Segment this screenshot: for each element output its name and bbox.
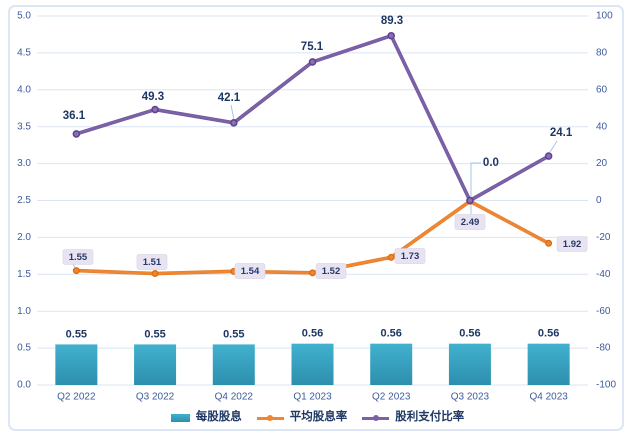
line-value-label-box bbox=[234, 263, 266, 279]
x-axis-category-label: Q4 2023 bbox=[529, 392, 568, 403]
bar bbox=[291, 343, 334, 385]
line-value-label: 1.54 bbox=[241, 266, 260, 277]
orange-line-swatch-icon bbox=[256, 414, 284, 422]
bar bbox=[527, 343, 570, 385]
left-axis-tick-label: 1.0 bbox=[17, 306, 31, 317]
orange-line-marker bbox=[151, 270, 159, 278]
line-value-label-box bbox=[315, 263, 347, 279]
line-value-label-box bbox=[454, 214, 486, 230]
bar-value-label: 0.55 bbox=[144, 328, 165, 340]
x-axis-category-label: Q4 2022 bbox=[215, 392, 254, 403]
left-axis-tick-label: 3.5 bbox=[17, 121, 31, 132]
legend-item-bar-series: 每股股息 bbox=[170, 411, 242, 424]
right-axis-tick-label: -100 bbox=[596, 380, 616, 391]
orange-line-marker bbox=[387, 253, 395, 261]
line-value-label: 49.3 bbox=[142, 91, 164, 103]
right-axis-tick-label: 100 bbox=[596, 11, 613, 22]
x-axis-category-label: Q3 2022 bbox=[136, 392, 175, 403]
left-axis-tick-label: 2.0 bbox=[17, 232, 31, 243]
left-axis-tick-label: 0.5 bbox=[17, 343, 31, 354]
bar-value-label: 0.56 bbox=[381, 328, 402, 340]
line-value-label: 75.1 bbox=[301, 41, 324, 53]
line-value-label-box bbox=[394, 248, 426, 264]
purple-line-marker bbox=[151, 105, 159, 114]
left-axis-tick-label: 0.0 bbox=[17, 380, 31, 391]
purple-line-marker bbox=[229, 119, 238, 127]
line-value-label: 42.1 bbox=[218, 92, 241, 104]
x-axis-category-label: Q3 2023 bbox=[451, 392, 490, 403]
purple-line-marker bbox=[72, 130, 81, 138]
legend-label: 股利支付比率 bbox=[395, 411, 465, 424]
right-axis-tick-label: 60 bbox=[596, 84, 608, 95]
line-value-label: 1.51 bbox=[143, 257, 162, 268]
line-value-label: 1.73 bbox=[401, 251, 420, 262]
bar-value-label: 0.56 bbox=[538, 328, 559, 340]
left-axis-tick-label: 4.0 bbox=[17, 84, 31, 95]
chart-legend: 每股股息 平均股息率 股利支付比率 bbox=[0, 409, 635, 427]
legend-item-orange-line-series: 平均股息率 bbox=[256, 411, 348, 424]
line-value-label: 36.1 bbox=[63, 110, 86, 122]
line-value-label: 2.49 bbox=[461, 217, 480, 228]
x-axis-category-label: Q1 2023 bbox=[293, 392, 332, 403]
right-axis-tick-label: -40 bbox=[596, 269, 611, 280]
right-axis-tick-label: -20 bbox=[596, 232, 611, 243]
bar-value-label: 0.55 bbox=[223, 328, 244, 340]
bar bbox=[55, 344, 98, 385]
label-leader-line bbox=[230, 104, 235, 120]
line-value-label: 1.92 bbox=[563, 239, 582, 250]
line-value-label: 89.3 bbox=[381, 15, 403, 27]
left-axis-tick-label: 5.0 bbox=[17, 11, 31, 22]
left-axis-tick-label: 1.5 bbox=[17, 269, 31, 280]
purple-line-swatch-icon bbox=[362, 414, 390, 422]
bar bbox=[134, 344, 177, 385]
right-axis-tick-label: 40 bbox=[596, 121, 608, 132]
line-value-label-box bbox=[62, 249, 94, 265]
right-axis-tick-label: -60 bbox=[596, 306, 611, 317]
purple-line-marker bbox=[387, 31, 396, 40]
x-axis-category-label: Q2 2023 bbox=[372, 392, 411, 403]
line-value-label: 24.1 bbox=[550, 127, 573, 139]
x-axis-category-label: Q2 2022 bbox=[57, 392, 96, 403]
bar-value-label: 0.55 bbox=[66, 328, 87, 340]
left-axis-tick-label: 3.0 bbox=[17, 158, 31, 169]
bar bbox=[212, 344, 255, 385]
label-leader-line bbox=[549, 140, 558, 153]
purple-line-marker bbox=[544, 152, 553, 160]
bar-value-label: 0.56 bbox=[302, 328, 323, 340]
line-value-label: 0.0 bbox=[483, 157, 499, 169]
right-axis-tick-label: 0 bbox=[596, 195, 602, 206]
orange-line-marker bbox=[309, 269, 317, 277]
left-axis-tick-label: 2.5 bbox=[17, 195, 31, 206]
left-axis-tick-label: 4.5 bbox=[17, 48, 31, 59]
legend-item-purple-line-series: 股利支付比率 bbox=[362, 412, 464, 424]
bar-value-label: 0.56 bbox=[459, 328, 480, 340]
purple-line-marker bbox=[466, 196, 474, 205]
line-value-label-box bbox=[136, 254, 168, 270]
bar-series-swatch-icon bbox=[170, 414, 190, 422]
line-value-label-box bbox=[556, 236, 588, 252]
orange-line-marker bbox=[545, 239, 553, 247]
bar bbox=[370, 343, 413, 385]
right-axis-tick-label: 80 bbox=[596, 48, 608, 59]
bar bbox=[448, 343, 491, 385]
legend-label: 平均股息率 bbox=[289, 411, 348, 424]
right-axis-tick-label: 20 bbox=[596, 158, 608, 169]
purple-line-marker bbox=[308, 58, 317, 66]
legend-label: 每股股息 bbox=[195, 411, 242, 424]
right-axis-tick-label: -80 bbox=[596, 343, 611, 354]
line-value-label: 1.52 bbox=[322, 266, 341, 277]
line-value-label: 1.55 bbox=[69, 252, 88, 263]
orange-line-marker bbox=[72, 267, 80, 275]
